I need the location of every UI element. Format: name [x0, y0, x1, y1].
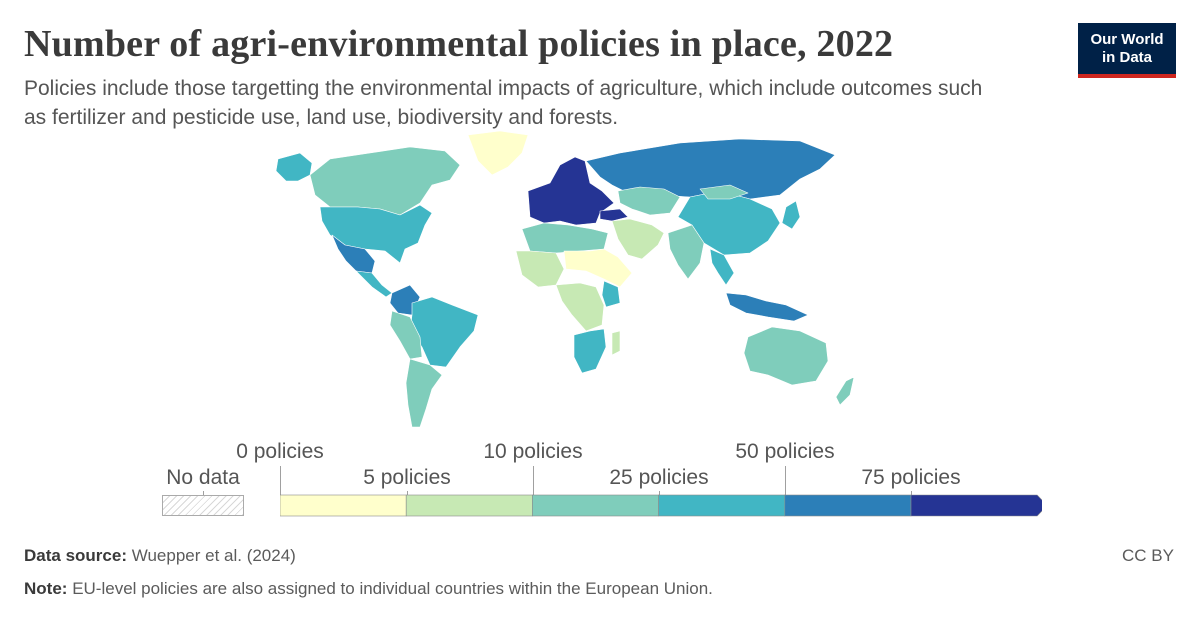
map-region-european-union[interactable]	[527, 156, 615, 226]
world-map	[275, 130, 855, 428]
map-region-madagascar[interactable]	[611, 330, 621, 356]
legend-tick-0	[280, 466, 281, 496]
map-region-canada[interactable]	[309, 146, 461, 216]
map-region-greenland[interactable]	[467, 130, 529, 176]
legend-tick-5	[407, 491, 408, 496]
legend-tick-50	[785, 466, 786, 496]
map-region-peru-and-bolivia[interactable]	[389, 310, 423, 360]
legend-bin-4[interactable]	[784, 494, 912, 517]
footnote-text: EU-level policies are also assigned to i…	[72, 579, 713, 598]
map-region-australia[interactable]	[743, 326, 829, 386]
chart-title: Number of agri-environmental policies in…	[24, 23, 894, 65]
map-region-alaska[interactable]	[275, 152, 313, 182]
chart-subtitle: Policies include those targetting the en…	[24, 77, 983, 129]
legend-tick-75	[911, 491, 912, 496]
data-source: Data source: Wuepper et al. (2024)	[24, 546, 296, 566]
legend-no-data-label: No data	[166, 466, 240, 489]
footnote: Note: EU-level policies are also assigne…	[24, 579, 713, 599]
legend-bin-3[interactable]	[658, 494, 786, 517]
map-region-turkey[interactable]	[599, 208, 629, 222]
legend-bin-5[interactable]	[910, 494, 1042, 517]
map-region-southeast-asia[interactable]	[709, 248, 735, 286]
map-region-indonesia[interactable]	[725, 292, 809, 322]
data-source-label: Data source:	[24, 546, 127, 565]
map-region-new-zealand[interactable]	[835, 376, 855, 406]
map-region-sahel-and-horn[interactable]	[563, 248, 633, 288]
legend-label-25: 25 policies	[609, 466, 709, 489]
map-region-southern-africa[interactable]	[573, 328, 607, 374]
map-region-middle-east[interactable]	[611, 218, 665, 260]
map-region-kenya[interactable]	[601, 280, 621, 308]
map-region-argentina-and-chile[interactable]	[405, 358, 443, 428]
legend-color-scale	[280, 494, 1042, 517]
data-source-link[interactable]: Wuepper et al. (2024)	[131, 546, 296, 565]
map-region-central-africa[interactable]	[555, 282, 605, 332]
legend-label-0: 0 policies	[236, 440, 324, 463]
map-region-north-africa[interactable]	[521, 222, 609, 254]
logo-line-1: Our World	[1090, 31, 1164, 48]
legend-label-50: 50 policies	[735, 440, 835, 463]
license-link[interactable]: CC BY	[1122, 546, 1174, 565]
legend-no-data-tick	[203, 491, 204, 496]
legend-no-data-swatch[interactable]	[162, 495, 244, 516]
legend-tick-10	[533, 466, 534, 496]
map-region-japan[interactable]	[781, 200, 801, 230]
map-region-india[interactable]	[667, 224, 705, 280]
legend-bin-2[interactable]	[532, 494, 659, 517]
map-region-west-africa[interactable]	[515, 250, 565, 288]
map-region-united-states[interactable]	[319, 204, 433, 264]
owid-logo[interactable]: Our World in Data	[1078, 23, 1176, 78]
legend-label-5: 5 policies	[363, 466, 451, 489]
logo-line-2: in Data	[1101, 49, 1152, 66]
legend-label-10: 10 policies	[483, 440, 583, 463]
legend-tick-25	[659, 491, 660, 496]
legend-label-75: 75 policies	[861, 466, 961, 489]
legend-bin-1[interactable]	[405, 494, 533, 517]
map-region-china[interactable]	[677, 190, 781, 256]
map-region-mongolia[interactable]	[699, 184, 749, 200]
map-region-kazakhstan[interactable]	[617, 186, 681, 216]
footnote-label: Note:	[24, 579, 68, 598]
legend-bin-0[interactable]	[280, 494, 407, 517]
map-region-central-america[interactable]	[355, 270, 393, 298]
